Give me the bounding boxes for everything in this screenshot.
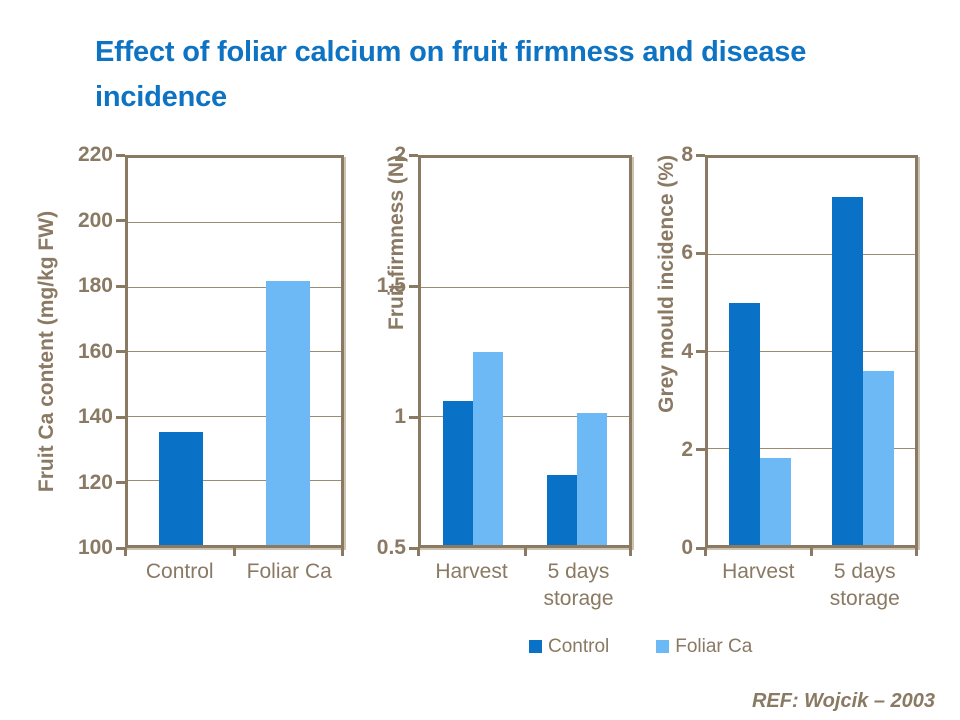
legend-label-control: Control (548, 636, 610, 657)
x-tick-mark (341, 548, 344, 556)
gridline (128, 480, 341, 481)
y-tick-mark (409, 415, 418, 419)
y-tick-label: 2 (394, 143, 406, 166)
y-tick-mark (696, 448, 705, 452)
x-tick-mark (416, 548, 420, 556)
y-tick-label: 1.5 (376, 274, 406, 297)
y-tick-mark (116, 546, 125, 550)
bar-control-5-days-storage (547, 475, 577, 545)
y-tick-label: 200 (77, 208, 113, 232)
gridline (708, 351, 915, 352)
bar-control-harvest (728, 303, 760, 545)
x-tick-mark (629, 548, 632, 556)
foliar-ca-swatch-icon (656, 640, 670, 653)
y-tick-label: 140 (77, 405, 113, 428)
bar-foliar-ca-5-days-storage (863, 370, 895, 545)
gridline (708, 447, 915, 449)
x-category-label: 5 days storage (829, 560, 900, 610)
y-tick-mark (116, 481, 125, 484)
y-tick-label: 220 (77, 143, 113, 166)
legend-item-foliar-ca: Foliar Ca (656, 637, 752, 656)
x-tick-mark (523, 548, 527, 556)
y-tick-mark (116, 415, 125, 419)
bar-foliar-ca-5-days-storage (577, 413, 607, 545)
y-tick-mark (409, 153, 418, 157)
gridline (421, 286, 629, 288)
plot-area (125, 155, 344, 548)
y-axis-label-text: Fruit firmness (N) (385, 155, 408, 331)
y-tick-label: 180 (77, 274, 113, 297)
chart-legend: Control Foliar Ca (529, 637, 752, 656)
y-tick-mark (696, 251, 705, 255)
x-category-label: 5 days storage (543, 560, 614, 610)
y-tick-mark (116, 153, 125, 157)
bar-foliar-ca-harvest (759, 457, 791, 545)
y-tick-label: 4 (681, 339, 693, 363)
y-tick-label: 6 (681, 241, 693, 265)
plot-area (705, 155, 918, 548)
gridline (128, 286, 341, 288)
bar-foliar-ca-foliar-ca (265, 280, 310, 545)
bar-control-5-days-storage (832, 196, 864, 545)
bar-foliar-ca-harvest (473, 351, 503, 545)
y-tick-label: 160 (77, 339, 113, 363)
y-tick-label: 0 (681, 536, 693, 559)
y-tick-mark (116, 219, 125, 222)
gridline (128, 351, 341, 352)
y-tick-mark (696, 546, 705, 550)
y-tick-label: 8 (681, 143, 693, 166)
gridline (708, 254, 915, 256)
x-tick-mark (915, 548, 918, 556)
x-category-label: Control (145, 560, 214, 583)
legend-item-control: Control (529, 637, 609, 656)
x-tick-mark (123, 548, 127, 556)
x-category-label: Foliar Ca (246, 560, 332, 583)
x-tick-mark (233, 548, 236, 556)
y-tick-label: 120 (77, 470, 113, 494)
y-axis-label: Fruit firmness (N) (384, 155, 410, 548)
y-tick-mark (696, 153, 705, 157)
x-category-label: Harvest (722, 560, 795, 583)
y-tick-mark (696, 350, 705, 353)
gridline (128, 222, 341, 223)
x-tick-mark (703, 548, 707, 556)
y-tick-label: 2 (681, 437, 693, 461)
y-tick-mark (409, 546, 418, 550)
control-swatch-icon (529, 640, 542, 653)
reference-text: REF: Wojcik – 2003 (751, 690, 935, 712)
y-tick-label: 100 (77, 536, 113, 559)
legend-label-foliar-ca: Foliar Ca (675, 636, 753, 657)
plot-area (418, 155, 632, 548)
y-tick-mark (116, 350, 125, 353)
y-tick-mark (409, 284, 418, 288)
y-tick-label: 1 (394, 405, 406, 428)
x-tick-mark (810, 548, 813, 556)
gridline (128, 415, 341, 417)
y-tick-label: 0.5 (376, 536, 406, 559)
gridline (421, 415, 629, 417)
bar-control-harvest (443, 400, 473, 545)
page-title: Effect of foliar calcium on fruit firmne… (95, 36, 807, 113)
bar-control-control (159, 432, 204, 545)
y-tick-mark (116, 284, 125, 288)
x-category-label: Harvest (435, 560, 508, 583)
